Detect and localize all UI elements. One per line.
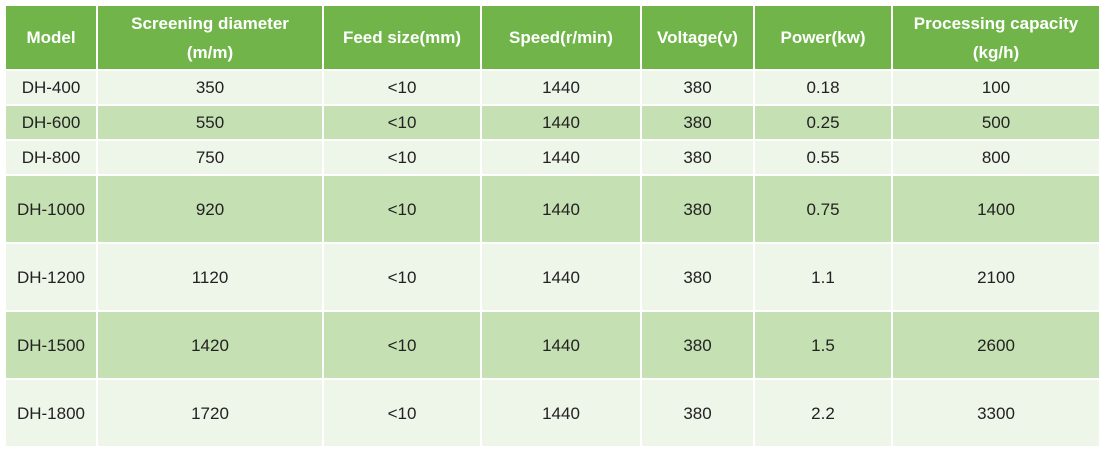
table-cell-model: DH-1800	[4, 378, 98, 448]
table-cell-model: DH-600	[4, 104, 98, 141]
table-row: DH-800 750 <10 1440 380 0.55 800	[4, 139, 1101, 176]
table-cell-speed: 1440	[480, 69, 642, 106]
column-header-label: Power(kw)	[780, 28, 866, 47]
table-cell-voltage: 380	[640, 69, 755, 106]
table-cell-speed: 1440	[480, 174, 642, 244]
table-cell-feed-size: <10	[322, 104, 482, 141]
header-row: Model Screening diameter (m/m) Feed size(mm…	[4, 4, 1101, 71]
table-cell-screening-diameter: 1120	[96, 242, 324, 312]
table-cell-voltage: 380	[640, 242, 755, 312]
table-cell-model: DH-800	[4, 139, 98, 176]
table-row: DH-600 550 <10 1440 380 0.25 500	[4, 104, 1101, 141]
table-cell-processing-capacity: 2600	[891, 310, 1101, 380]
table-cell-feed-size: <10	[322, 139, 482, 176]
column-header-unit: (kg/h)	[972, 42, 1020, 62]
column-header-label: Processing capacity	[913, 13, 1079, 33]
table-cell-voltage: 380	[640, 139, 755, 176]
table-cell-power: 0.55	[753, 139, 893, 176]
column-header-label: Model	[26, 28, 76, 47]
column-header-power: Power(kw)	[753, 4, 893, 71]
table-cell-voltage: 380	[640, 174, 755, 244]
table-cell-model: DH-400	[4, 69, 98, 106]
table-cell-model: DH-1500	[4, 310, 98, 380]
column-header-model: Model	[4, 4, 98, 71]
table-cell-speed: 1440	[480, 242, 642, 312]
table-cell-processing-capacity: 2100	[891, 242, 1101, 312]
specification-table: Model Screening diameter (m/m) Feed size(mm…	[4, 4, 1101, 448]
table-row: DH-1800 1720 <10 1440 380 2.2 3300	[4, 378, 1101, 448]
table-body: DH-400 350 <10 1440 380 0.18 100 DH-600 550 <10 14…	[4, 69, 1101, 448]
table-cell-speed: 1440	[480, 139, 642, 176]
column-header-speed: Speed(r/min)	[480, 4, 642, 71]
table-cell-screening-diameter: 920	[96, 174, 324, 244]
column-header-processing-capacity: Processing capacity (kg/h)	[891, 4, 1101, 71]
table-cell-power: 0.75	[753, 174, 893, 244]
column-header-label: Voltage(v)	[657, 28, 738, 47]
column-header-screening-diameter: Screening diameter (m/m)	[96, 4, 324, 71]
table-cell-processing-capacity: 1400	[891, 174, 1101, 244]
column-header-label: Feed size(mm)	[342, 28, 462, 47]
table-cell-feed-size: <10	[322, 69, 482, 106]
table-row: DH-400 350 <10 1440 380 0.18 100	[4, 69, 1101, 106]
table-cell-feed-size: <10	[322, 242, 482, 312]
table-cell-screening-diameter: 1720	[96, 378, 324, 448]
table-cell-processing-capacity: 800	[891, 139, 1101, 176]
table-cell-voltage: 380	[640, 104, 755, 141]
column-header-feed-size: Feed size(mm)	[322, 4, 482, 71]
table-cell-speed: 1440	[480, 378, 642, 448]
table-cell-model: DH-1200	[4, 242, 98, 312]
table-cell-speed: 1440	[480, 310, 642, 380]
column-header-label: Screening diameter	[131, 13, 289, 33]
table-cell-voltage: 380	[640, 310, 755, 380]
table-cell-speed: 1440	[480, 104, 642, 141]
table-cell-power: 0.25	[753, 104, 893, 141]
table-cell-feed-size: <10	[322, 174, 482, 244]
table-cell-screening-diameter: 350	[96, 69, 324, 106]
table-cell-processing-capacity: 500	[891, 104, 1101, 141]
table-cell-feed-size: <10	[322, 310, 482, 380]
table-cell-screening-diameter: 750	[96, 139, 324, 176]
table-cell-power: 1.1	[753, 242, 893, 312]
table-row: DH-1500 1420 <10 1440 380 1.5 2600	[4, 310, 1101, 380]
table-cell-feed-size: <10	[322, 378, 482, 448]
table-cell-screening-diameter: 550	[96, 104, 324, 141]
table-cell-processing-capacity: 3300	[891, 378, 1101, 448]
table-cell-voltage: 380	[640, 378, 755, 448]
table-cell-power: 1.5	[753, 310, 893, 380]
column-header-unit: (m/m)	[186, 42, 234, 62]
table-cell-power: 2.2	[753, 378, 893, 448]
table-row: DH-1000 920 <10 1440 380 0.75 1400	[4, 174, 1101, 244]
table-row: DH-1200 1120 <10 1440 380 1.1 2100	[4, 242, 1101, 312]
table-cell-model: DH-1000	[4, 174, 98, 244]
table-cell-processing-capacity: 100	[891, 69, 1101, 106]
column-header-voltage: Voltage(v)	[640, 4, 755, 71]
table-cell-screening-diameter: 1420	[96, 310, 324, 380]
column-header-label: Speed(r/min)	[509, 28, 613, 47]
table-cell-power: 0.18	[753, 69, 893, 106]
